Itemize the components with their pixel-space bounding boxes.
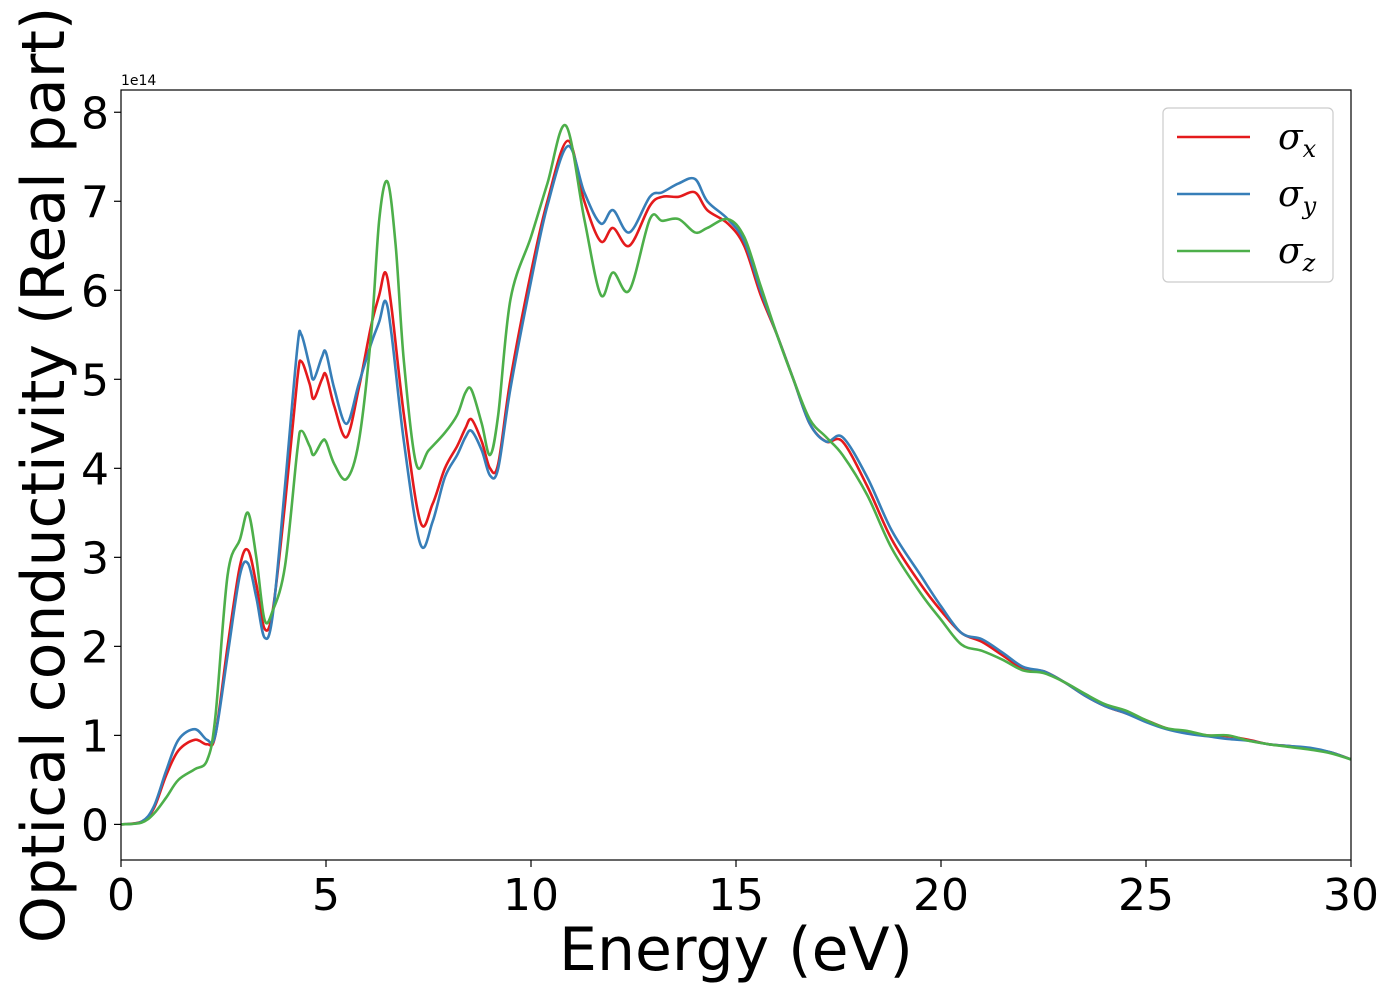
- y-tick-label: 5: [81, 355, 109, 406]
- y-tick-label: 4: [81, 444, 109, 495]
- x-tick-label: 15: [708, 870, 764, 921]
- x-tick-label: 10: [503, 870, 559, 921]
- series-line-z: [121, 124, 1351, 826]
- x-tick-label: 25: [1118, 870, 1174, 921]
- legend-label-z: σz: [1278, 231, 1316, 277]
- x-tick-label: 30: [1323, 870, 1379, 921]
- y-axis-label: Optical conductivity (Real part): [9, 7, 79, 944]
- y-tick-label: 7: [81, 177, 109, 228]
- legend: σx σy σz: [1162, 107, 1334, 283]
- y-tick-label: 2: [81, 622, 109, 673]
- series-layer: [121, 124, 1351, 826]
- y-offset-label: 1e14: [121, 73, 156, 89]
- y-tick-label: 8: [81, 88, 109, 139]
- x-axis-label: Energy (eV): [559, 915, 913, 985]
- x-tick-label: 20: [913, 870, 969, 921]
- legend-label-x: σx: [1278, 117, 1317, 163]
- y-axis: 0 1 2 3 4 5 6 7 8: [81, 88, 121, 851]
- x-tick-label: 0: [107, 870, 135, 921]
- x-tick-label: 5: [312, 870, 340, 921]
- legend-label-y: σy: [1278, 174, 1317, 220]
- y-tick-label: 6: [81, 266, 109, 317]
- y-tick-label: 3: [81, 533, 109, 584]
- y-tick-label: 0: [81, 800, 109, 851]
- y-tick-label: 1: [81, 711, 109, 762]
- x-axis: 0 5 10 15 20 25 30: [107, 860, 1379, 921]
